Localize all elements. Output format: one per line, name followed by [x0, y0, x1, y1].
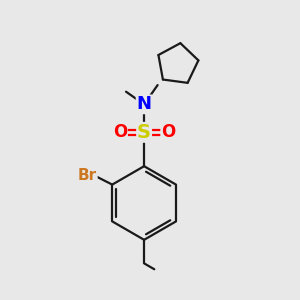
Text: O: O	[113, 123, 127, 141]
Text: Br: Br	[78, 168, 97, 183]
Text: N: N	[136, 95, 152, 113]
Text: S: S	[137, 123, 151, 142]
Text: O: O	[161, 123, 176, 141]
